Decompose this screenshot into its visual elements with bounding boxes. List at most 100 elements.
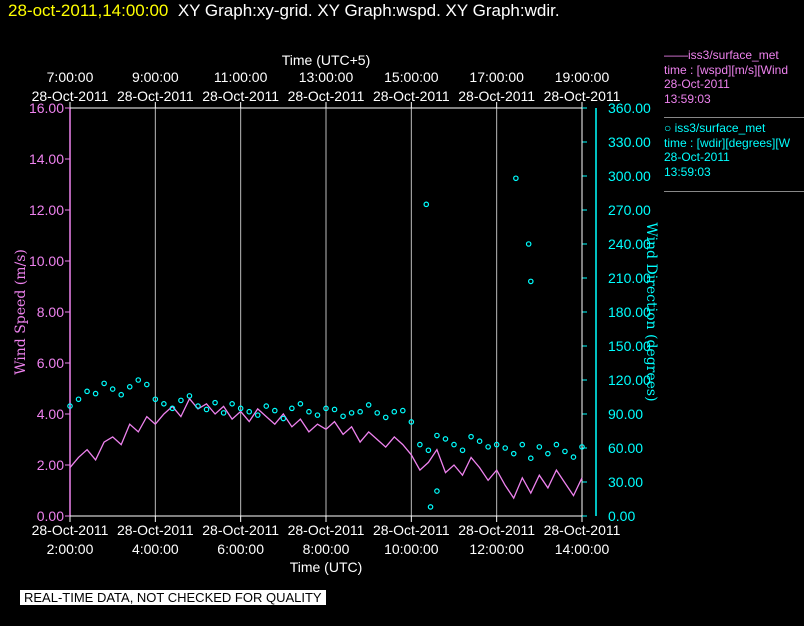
series-point-wdir <box>391 408 398 415</box>
y-left-axis-title: Wind Speed (m/s) <box>13 249 29 375</box>
y-right-tick-label: 270.00 <box>608 202 651 218</box>
series-point-wdir <box>161 400 167 407</box>
x-axis-title: Time (UTC) <box>290 559 363 575</box>
series-point-wdir <box>417 441 423 448</box>
series-point-wdir <box>545 450 551 457</box>
legend-entry-wdir[interactable]: ○ iss3/surface_met time : [wdir][degrees… <box>664 121 804 179</box>
top-tick-date: 28-Oct-2011 <box>202 88 279 104</box>
y-left-tick-label: 16.00 <box>29 100 64 116</box>
y-right-tick-label: 210.00 <box>608 270 651 286</box>
series-point-wdir <box>374 410 381 416</box>
y-right-tick-label: 240.00 <box>608 236 651 252</box>
legend-entry-wspd[interactable]: ——iss3/surface_met time : [wspd][m/s][Wi… <box>664 48 804 106</box>
top-tick-date: 28-Oct-2011 <box>458 88 535 104</box>
top-tick-label: 13:00:00 <box>299 69 354 85</box>
y-right-tick-label: 90.00 <box>608 406 643 422</box>
series-point-wdir <box>562 448 568 455</box>
series-point-wdir <box>399 407 406 414</box>
series-point-wdir <box>280 415 287 422</box>
series-point-wdir <box>186 393 193 399</box>
y-left-tick-label: 4.00 <box>37 406 64 422</box>
series-point-wdir <box>408 419 415 425</box>
series-point-wdir <box>92 390 99 397</box>
series-point-wdir <box>527 278 534 285</box>
series-point-wdir <box>451 441 457 448</box>
legend-divider <box>664 117 804 118</box>
x-tick-label: 8:00:00 <box>303 541 350 557</box>
series-point-wdir <box>314 412 321 418</box>
top-tick-label: 17:00:00 <box>469 69 524 85</box>
series-point-wdir <box>468 433 474 440</box>
x-tick-date: 28-Oct-2011 <box>373 522 450 538</box>
top-tick-date: 28-Oct-2011 <box>544 88 621 104</box>
series-point-wdir <box>118 391 125 398</box>
series-point-wdir <box>203 406 210 413</box>
y-right-tick-label: 300.00 <box>608 168 651 184</box>
series-point-wdir <box>493 441 500 448</box>
series-point-wdir <box>536 444 543 450</box>
legend-desc: time : [wdir][degrees][W <box>664 135 791 150</box>
series-point-wdir <box>289 405 295 412</box>
top-tick-label: 9:00:00 <box>132 69 179 85</box>
top-tick-label: 15:00:00 <box>384 69 439 85</box>
series-point-wdir <box>340 413 346 420</box>
series-point-wdir <box>365 402 372 408</box>
series-point-wdir <box>135 377 142 383</box>
y-left-tick-label: 10.00 <box>29 253 64 269</box>
series-point-wdir <box>579 444 585 450</box>
series-line-wspd <box>69 397 583 500</box>
x-tick-date: 28-Oct-2011 <box>202 522 279 538</box>
x-tick-label: 12:00:00 <box>469 541 524 557</box>
series-point-wdir <box>101 380 107 387</box>
legend-divider <box>664 191 804 192</box>
series-point-wdir <box>195 403 201 409</box>
header-timestamp: 28-oct-2011,14:00:00 <box>8 1 169 20</box>
series-point-wdir <box>212 399 218 406</box>
x-tick-label: 10:00:00 <box>384 541 439 557</box>
graph-header: 28-oct-2011,14:00:00 XY Graph:xy-grid. X… <box>8 1 560 21</box>
top-axis-title: Time (UTC+5) <box>282 52 371 68</box>
legend-time: 13:59:03 <box>664 164 711 179</box>
series-point-wdir <box>427 504 434 510</box>
y-right-tick-label: 180.00 <box>608 304 651 320</box>
series-point-wdir <box>423 201 430 208</box>
header-graph-title: XY Graph:xy-grid. XY Graph:wspd. XY Grap… <box>177 1 560 20</box>
qc-notice: REAL-TIME DATA, NOT CHECKED FOR QUALITY <box>20 590 326 605</box>
series-point-wdir <box>169 405 176 412</box>
series-point-wdir <box>323 405 329 412</box>
series-point-wdir <box>553 441 560 448</box>
y-right-tick-label: 60.00 <box>608 440 643 456</box>
x-tick-label: 2:00:00 <box>47 541 94 557</box>
series-point-wdir <box>220 410 227 416</box>
series-point-wdir <box>425 447 432 454</box>
top-tick-date: 28-Oct-2011 <box>32 88 109 104</box>
series-point-wdir <box>254 412 261 418</box>
x-tick-label: 14:00:00 <box>555 541 610 557</box>
series-point-wdir <box>246 408 253 415</box>
x-tick-label: 4:00:00 <box>132 541 179 557</box>
series-point-wdir <box>144 381 150 388</box>
series-point-wdir <box>434 488 440 494</box>
legend-name: ○ iss3/surface_met <box>664 121 766 135</box>
legend-time: 13:59:03 <box>664 91 711 106</box>
series-point-wdir <box>570 454 577 460</box>
top-tick-date: 28-Oct-2011 <box>117 88 194 104</box>
x-tick-date: 28-Oct-2011 <box>458 522 535 538</box>
y-right-tick-label: 330.00 <box>608 134 651 150</box>
series-point-wdir <box>178 397 184 404</box>
x-tick-label: 6:00:00 <box>217 541 264 557</box>
series-point-wdir <box>485 444 491 450</box>
legend-date: 28-Oct-2011 <box>664 77 730 91</box>
top-tick-date: 28-Oct-2011 <box>373 88 450 104</box>
series-point-wdir <box>84 388 90 395</box>
y-left-tick-label: 6.00 <box>37 355 64 371</box>
y-right-tick-label: 120.00 <box>608 372 651 388</box>
series-point-wdir <box>331 406 338 413</box>
series-point-wdir <box>459 447 466 454</box>
x-tick-date: 28-Oct-2011 <box>32 522 109 538</box>
series-point-wdir <box>271 407 278 414</box>
top-tick-label: 7:00:00 <box>47 69 94 85</box>
x-tick-date: 28-Oct-2011 <box>288 522 365 538</box>
series-point-wdir <box>502 445 509 451</box>
